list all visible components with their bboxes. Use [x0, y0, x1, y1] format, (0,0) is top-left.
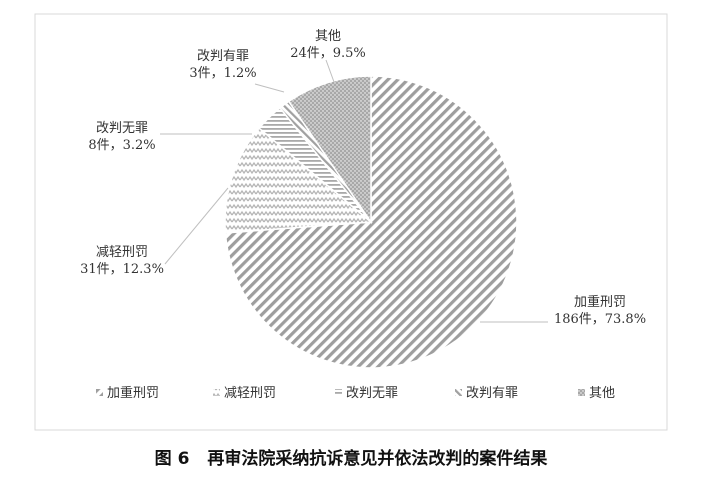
slice-label-value: 3件，1.2% — [189, 66, 256, 81]
slice-label-name: 减轻刑罚 — [96, 245, 148, 260]
figure-caption: 图 6 再审法院采纳抗诉意见并依法改判的案件结果 — [0, 444, 702, 469]
leader-line — [254, 83, 285, 93]
slice-1 — [224, 127, 373, 234]
figure-title: 再审法院采纳抗诉意见并依法改判的案件结果 — [207, 449, 548, 469]
slice-label-value: 31件，12.3% — [80, 262, 164, 277]
legend-swatch — [213, 389, 220, 396]
legend: 加重刑罚 减轻刑罚 改判无罪 改判有罪 其他 — [96, 385, 615, 401]
slice-label-name: 改判无罪 — [96, 121, 148, 136]
leader-line — [164, 187, 229, 265]
slice-label-name: 加重刑罚 — [574, 294, 626, 310]
figure-number: 图 6 — [154, 449, 190, 469]
legend-label: 其他 — [589, 386, 615, 401]
leader-lines — [160, 59, 548, 323]
slice-label-name: 改判有罪 — [197, 49, 249, 64]
slice-label-value: 8件，3.2% — [88, 138, 155, 153]
slice-4 — [287, 75, 372, 225]
legend-swatch — [578, 389, 585, 396]
legend-label: 加重刑罚 — [107, 385, 159, 401]
legend-label: 改判无罪 — [346, 386, 398, 401]
legend-swatch — [335, 389, 342, 396]
leader-line — [325, 59, 335, 83]
legend-swatch — [96, 389, 103, 396]
slice-labels: 加重刑罚 186件，73.8% 减轻刑罚 31件，12.3% 改判无罪 8件，3.2% 改判… — [80, 29, 646, 327]
legend-label: 减轻刑罚 — [224, 386, 276, 401]
slice-label-name: 其他 — [315, 29, 341, 44]
slice-label-value: 186件，73.8% — [554, 312, 646, 327]
legend-swatch — [455, 389, 462, 396]
slice-label-value: 24件，9.5% — [290, 46, 366, 61]
pie-slices — [224, 75, 518, 369]
legend-label: 改判有罪 — [466, 386, 518, 401]
